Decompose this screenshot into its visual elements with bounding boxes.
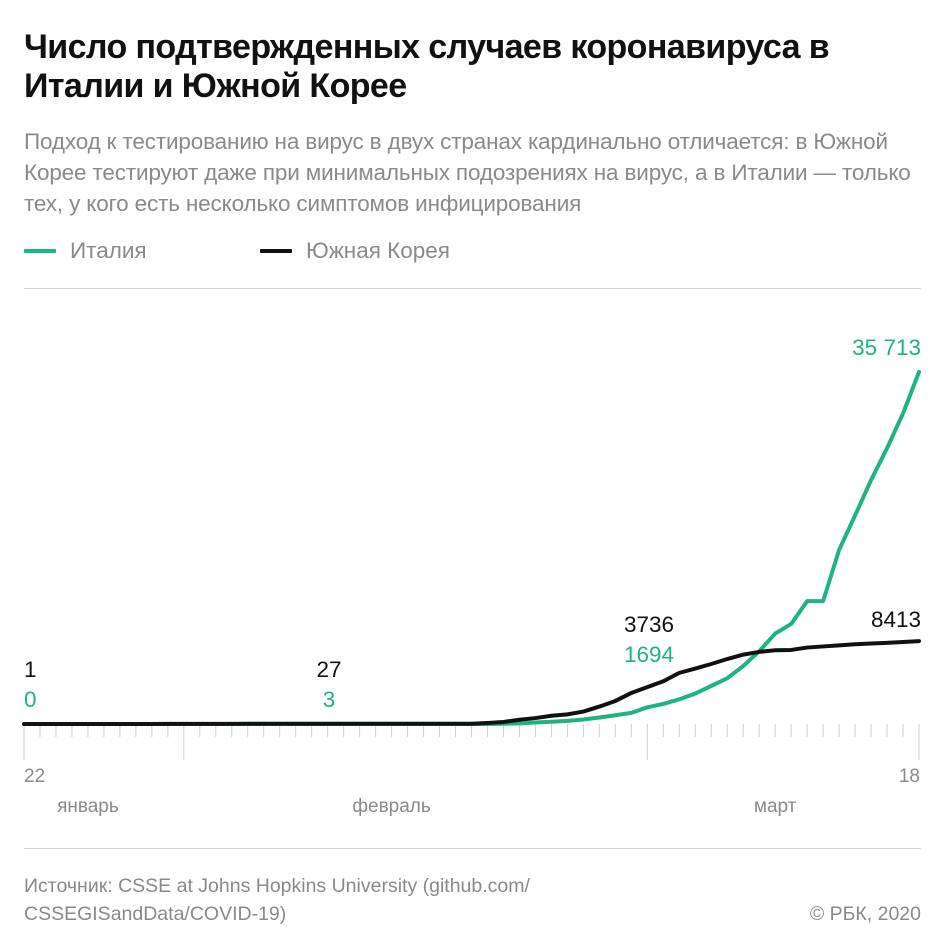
legend-item-italy: Италия [24,238,147,264]
data-label-korea: 3736 [624,612,674,637]
labels-group: 1 0 27 3 3736 1694 8413 35 713 [24,335,921,712]
legend-label-korea: Южная Корея [306,238,450,263]
month-label: март [754,796,797,817]
legend-label-italy: Италия [70,238,147,263]
data-label-italy: 1694 [624,642,674,667]
chart-subtitle: Подход к тестированию на вирус в двух ст… [24,129,911,216]
data-label-italy: 3 [323,687,336,712]
lines-group [22,370,921,726]
chart-svg: 22 18 январь февраль март 1 0 27 3 3736 1694 8413 3… [22,335,921,817]
month-label: февраль [352,796,431,817]
top-divider [24,288,921,289]
data-label-italy: 0 [24,687,37,712]
legend-item-korea: Южная Корея [260,238,450,264]
axis-group: 22 18 январь февраль март [23,724,920,817]
legend-swatch-korea [260,249,292,253]
legend-swatch-italy [24,249,56,253]
data-label-korea: 1 [24,657,37,682]
data-label-korea: 27 [316,657,341,682]
month-label: январь [57,796,119,817]
series-line-korea [22,639,921,726]
series-line-italy [22,370,921,726]
data-label-korea: 8413 [871,607,921,632]
x-tick-label: 22 [24,766,45,787]
chart-title: Число подтвержденных случаев коронавирус… [24,28,830,105]
copyright: © РБК, 2020 [809,903,921,925]
data-label-italy: 35 713 [852,335,921,360]
source-note: Источник: CSSE at Johns Hopkins Universi… [24,875,530,925]
bottom-divider [24,848,921,849]
x-tick-label: 18 [899,766,920,787]
